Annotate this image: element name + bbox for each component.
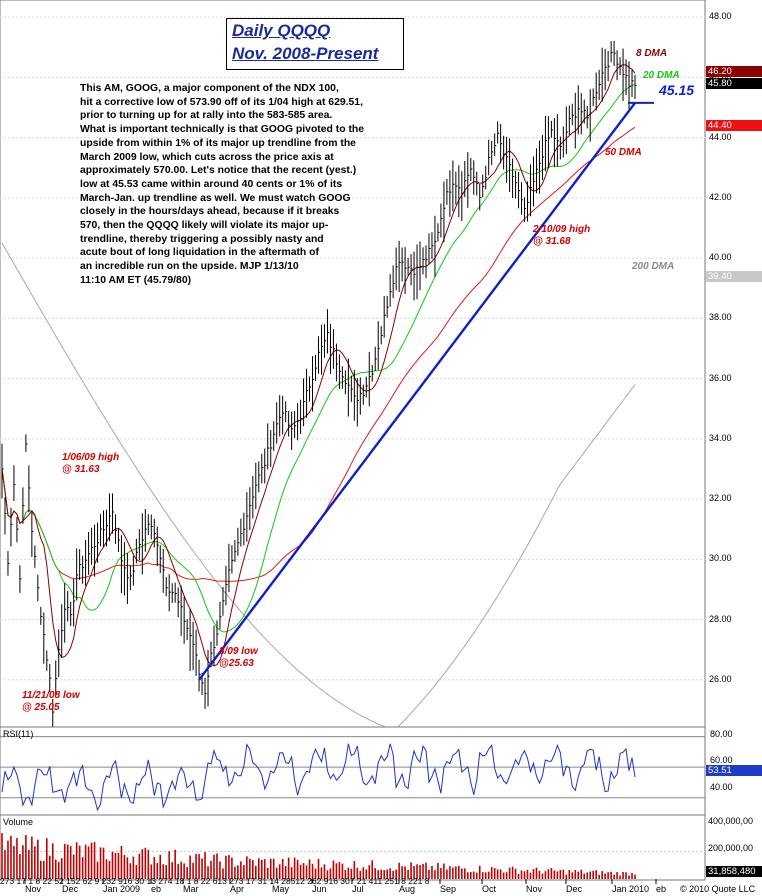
volume-label: Volume: [3, 817, 34, 827]
price-box: 39.40: [706, 270, 762, 282]
price-box: 46.20: [706, 65, 762, 77]
trendline: [198, 101, 654, 681]
x-dates-row: 273 17 1 8 22 52 152 62 9 232 916 30 13 …: [0, 876, 430, 886]
label-50dma: 50 DMA: [605, 147, 642, 158]
y-tick-label: 32.00: [709, 493, 732, 504]
chart-title-box: Daily QQQQ Nov. 2008-Present: [226, 18, 404, 70]
x-month-label: Apr: [230, 884, 245, 894]
rsi-current-box: 53.51: [706, 765, 762, 776]
ma200-line: [1, 242, 636, 731]
y-tick-label: 26.00: [709, 673, 732, 684]
price-box: 44.40: [706, 120, 762, 131]
commentary-text: This AM, GOOG, a major component of the …: [80, 83, 365, 286]
x-month-label: Oct: [482, 884, 497, 894]
chart-title: Daily QQQQ: [232, 21, 331, 40]
x-month-label: Jul: [352, 884, 364, 894]
y-tick-label: 44.00: [709, 131, 732, 142]
x-month-label: Nov: [526, 884, 543, 894]
y-tick-label: 28.00: [709, 613, 732, 624]
ma8-path: [1, 64, 636, 667]
label-200dma: 200 DMA: [632, 261, 675, 272]
rsi-label: RSI(11): [3, 729, 34, 739]
price-gridlines: [0, 16, 705, 681]
x-month-label: eb: [656, 884, 667, 894]
rsi-panel: [0, 726, 706, 816]
label-8dma: 8 DMA: [636, 48, 668, 59]
x-month-label: Dec: [566, 884, 583, 894]
rsi-tick-60: 60.00: [710, 755, 733, 765]
y-tick-label: 38.00: [709, 312, 732, 323]
volume-tick-200m: 200,000,00: [708, 843, 754, 853]
y-tick-label: 34.00: [709, 432, 732, 443]
price-bars: [1, 40, 637, 729]
volume-panel: [0, 814, 706, 881]
label-trendline-value: 45.15: [659, 82, 695, 98]
annotation-feb-high: 2/10/09 high @ 31.68: [533, 224, 591, 247]
y-tick-label: 40.00: [709, 252, 732, 263]
x-month-label: Jun: [312, 884, 327, 894]
y-tick-label: 36.00: [709, 372, 732, 383]
y-tick-label: 30.00: [709, 553, 732, 564]
y-tick-label: 42.00: [709, 191, 732, 202]
y-tick-label: 48.00: [709, 11, 732, 22]
x-month-label: Sep: [440, 884, 457, 894]
copyright: © 2010 Quote LLC: [680, 884, 756, 894]
volume-bars: [0, 833, 705, 879]
x-month-label: eb: [151, 884, 162, 894]
label-20dma: 20 DMA: [643, 70, 680, 81]
x-ticks: [24, 879, 657, 884]
x-month-label: Jan 2009: [103, 884, 141, 894]
x-month-label: Aug: [399, 884, 416, 894]
rsi-series: [0, 736, 705, 812]
rsi-path: [1, 743, 636, 812]
ma20-line: [1, 83, 636, 633]
x-month-label: Dec: [62, 884, 79, 894]
ma200-path: [1, 242, 636, 731]
chart-subtitle: Nov. 2008-Present: [232, 44, 379, 63]
trendline-path: [198, 102, 636, 681]
x-month-label: Mar: [183, 884, 199, 894]
annotation-mar-low: 3/09 low @25.63: [219, 646, 258, 669]
price-box: 45.80: [706, 77, 762, 89]
volume-tick-400m: 400,000,00: [708, 816, 754, 826]
rsi-tick-40: 40.00: [710, 782, 733, 792]
volume-current-box: 31,858,480: [706, 866, 762, 877]
rsi-tick-80: 80.00: [710, 729, 733, 739]
annotation-jan-high: 1/06/09 high @ 31.63: [62, 452, 120, 475]
x-month-label: May: [272, 884, 290, 894]
ma8-line: [1, 64, 636, 667]
ma20-path: [1, 83, 636, 633]
annotation-nov-low: 11/21/08 low @ 25.05: [22, 690, 80, 713]
x-month-label: Nov: [25, 884, 42, 894]
x-month-label: Jan 2010: [612, 884, 650, 894]
